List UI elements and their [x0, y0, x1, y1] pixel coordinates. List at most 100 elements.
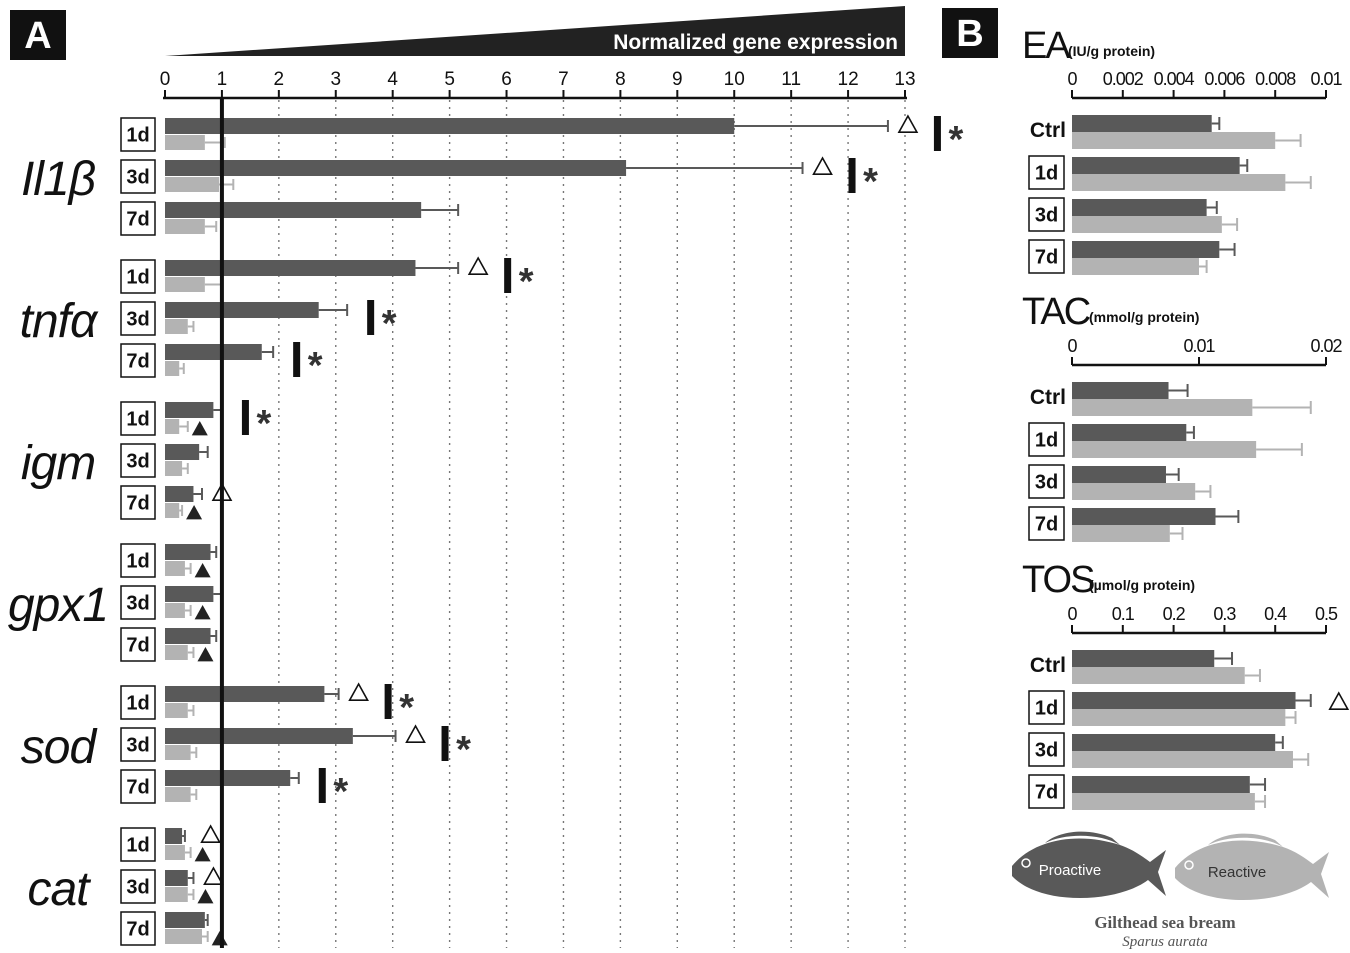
a-row-label-box: [120, 727, 156, 762]
a-row-label-box: [120, 117, 156, 152]
a-row-label-box: [120, 401, 156, 436]
legend: Proactive Reactive Gilthead sea bream Sp…: [1012, 831, 1329, 950]
a-row-label: 1d: [126, 835, 149, 857]
a-reactive-bar: [165, 177, 220, 192]
a-open-triangle: [203, 866, 224, 886]
a-reactive-bar: [165, 361, 180, 376]
b-ea-proactive-bar: [1072, 199, 1207, 216]
panel-a-badge: [10, 10, 66, 60]
a-significance-bar: [318, 768, 326, 803]
b-ea-row-label-box: [1028, 155, 1065, 190]
a-row-label: 1d: [126, 125, 149, 147]
a-x-tick-label: 2: [274, 69, 285, 90]
b-ea-x-tick-label: 0.006: [1204, 69, 1245, 89]
b-tac-row-label-box: [1028, 464, 1065, 499]
a-row-label-box: [120, 869, 156, 904]
b-tac-reactive-bar: [1072, 525, 1170, 542]
a-reactive-bar: [165, 887, 188, 902]
a-row-label: 7d: [126, 209, 149, 231]
a-open-triangle: [897, 114, 919, 133]
a-reactive-bar: [165, 461, 183, 476]
b-tac-proactive-bar: [1072, 424, 1187, 441]
a-filled-triangle: [194, 847, 211, 862]
a-reactive-bar: [165, 277, 205, 292]
a-proactive-bar: [165, 160, 627, 176]
a-row-label-box: [120, 543, 156, 578]
a-reactive-bar: [165, 745, 191, 760]
a-proactive-bar: [165, 686, 325, 702]
a-significance-bar: [933, 116, 941, 151]
b-ea-proactive-bar: [1072, 115, 1212, 132]
a-row-label: 3d: [126, 877, 149, 899]
a-significance-star: *: [519, 261, 534, 303]
b-tac-x-tick-label: 0: [1067, 336, 1077, 356]
a-reactive-bar: [165, 561, 185, 576]
a-significance-bar: [384, 684, 392, 719]
a-proactive-bar: [165, 870, 188, 886]
b-tos-proactive-bar: [1072, 734, 1276, 751]
a-reactive-bar: [165, 319, 188, 334]
a-reactive-bar: [165, 787, 191, 802]
b-tac-reactive-bar: [1072, 441, 1257, 458]
b-ea-row-label: Ctrl: [1030, 119, 1066, 142]
legend-reactive-label: Reactive: [1208, 864, 1266, 881]
b-tac-reactive-bar: [1072, 483, 1196, 500]
gene-label-2: igm: [21, 437, 95, 490]
a-row-label: 1d: [126, 551, 149, 573]
a-row-label: 7d: [126, 351, 149, 373]
b-tos-x-tick-label: 0.5: [1315, 604, 1338, 624]
b-ea-x-tick-label: 0: [1067, 69, 1077, 89]
a-open-triangle: [812, 156, 833, 175]
a-proactive-bar: [165, 912, 205, 928]
a-x-tick-label: 0: [160, 69, 171, 90]
a-significance-bar: [241, 400, 249, 435]
panel-a-label: A: [24, 15, 51, 57]
b-tac-row-label-box: [1028, 506, 1065, 541]
a-row-label: 7d: [126, 777, 149, 799]
a-significance-star: *: [308, 345, 323, 387]
b-tos-proactive-bar: [1072, 650, 1215, 667]
a-significance-bar: [848, 158, 856, 193]
a-row-label-box: [120, 201, 156, 236]
a-proactive-bar: [165, 444, 200, 460]
a-significance-star: *: [382, 303, 397, 345]
species-latin-name: Sparus aurata: [1122, 934, 1207, 950]
b-tos-row-label: 1d: [1035, 698, 1058, 720]
a-significance-bar: [441, 726, 449, 761]
a-proactive-bar: [165, 402, 214, 418]
a-reactive-bar: [165, 645, 188, 660]
a-row-label: 3d: [126, 309, 149, 331]
a-row-label: 7d: [126, 919, 149, 941]
b-tos-row-label: Ctrl: [1030, 654, 1066, 677]
a-row-label-box: [120, 259, 156, 294]
gene-label-4: sod: [21, 721, 98, 774]
b-tos-x-tick-label: 0.4: [1264, 604, 1287, 624]
b-ea-x-tick-label: 0.002: [1103, 69, 1144, 89]
a-proactive-bar: [165, 260, 416, 276]
a-open-triangle: [200, 824, 221, 844]
a-reactive-bar: [165, 603, 185, 618]
a-proactive-bar: [165, 486, 194, 502]
a-x-tick-label: 11: [781, 69, 801, 90]
a-open-triangle: [467, 256, 489, 276]
a-row-label-box: [120, 443, 156, 478]
b-ea-reactive-bar: [1072, 174, 1286, 191]
b-tac-row-label: Ctrl: [1030, 386, 1066, 409]
b-ea-row-label-box: [1028, 197, 1065, 232]
a-filled-triangle: [186, 505, 203, 520]
panel-a-title: Normalized gene expression: [613, 31, 898, 54]
a-significance-star: *: [949, 119, 964, 161]
b-tos-x-tick-label: 0.1: [1112, 604, 1135, 624]
a-x-tick-label: 7: [558, 69, 569, 90]
b-tac-row-label-box: [1028, 422, 1065, 457]
a-filled-triangle: [194, 605, 211, 620]
gene-label-3: gpx1: [8, 579, 108, 632]
a-proactive-bar: [165, 344, 262, 360]
b-tac-reactive-bar: [1072, 399, 1253, 416]
panel-b-badge: [942, 8, 998, 58]
a-row-label: 7d: [126, 635, 149, 657]
a-open-triangle: [405, 724, 426, 744]
a-row-label: 3d: [126, 451, 149, 473]
proactive-fish-icon: [1012, 831, 1166, 898]
